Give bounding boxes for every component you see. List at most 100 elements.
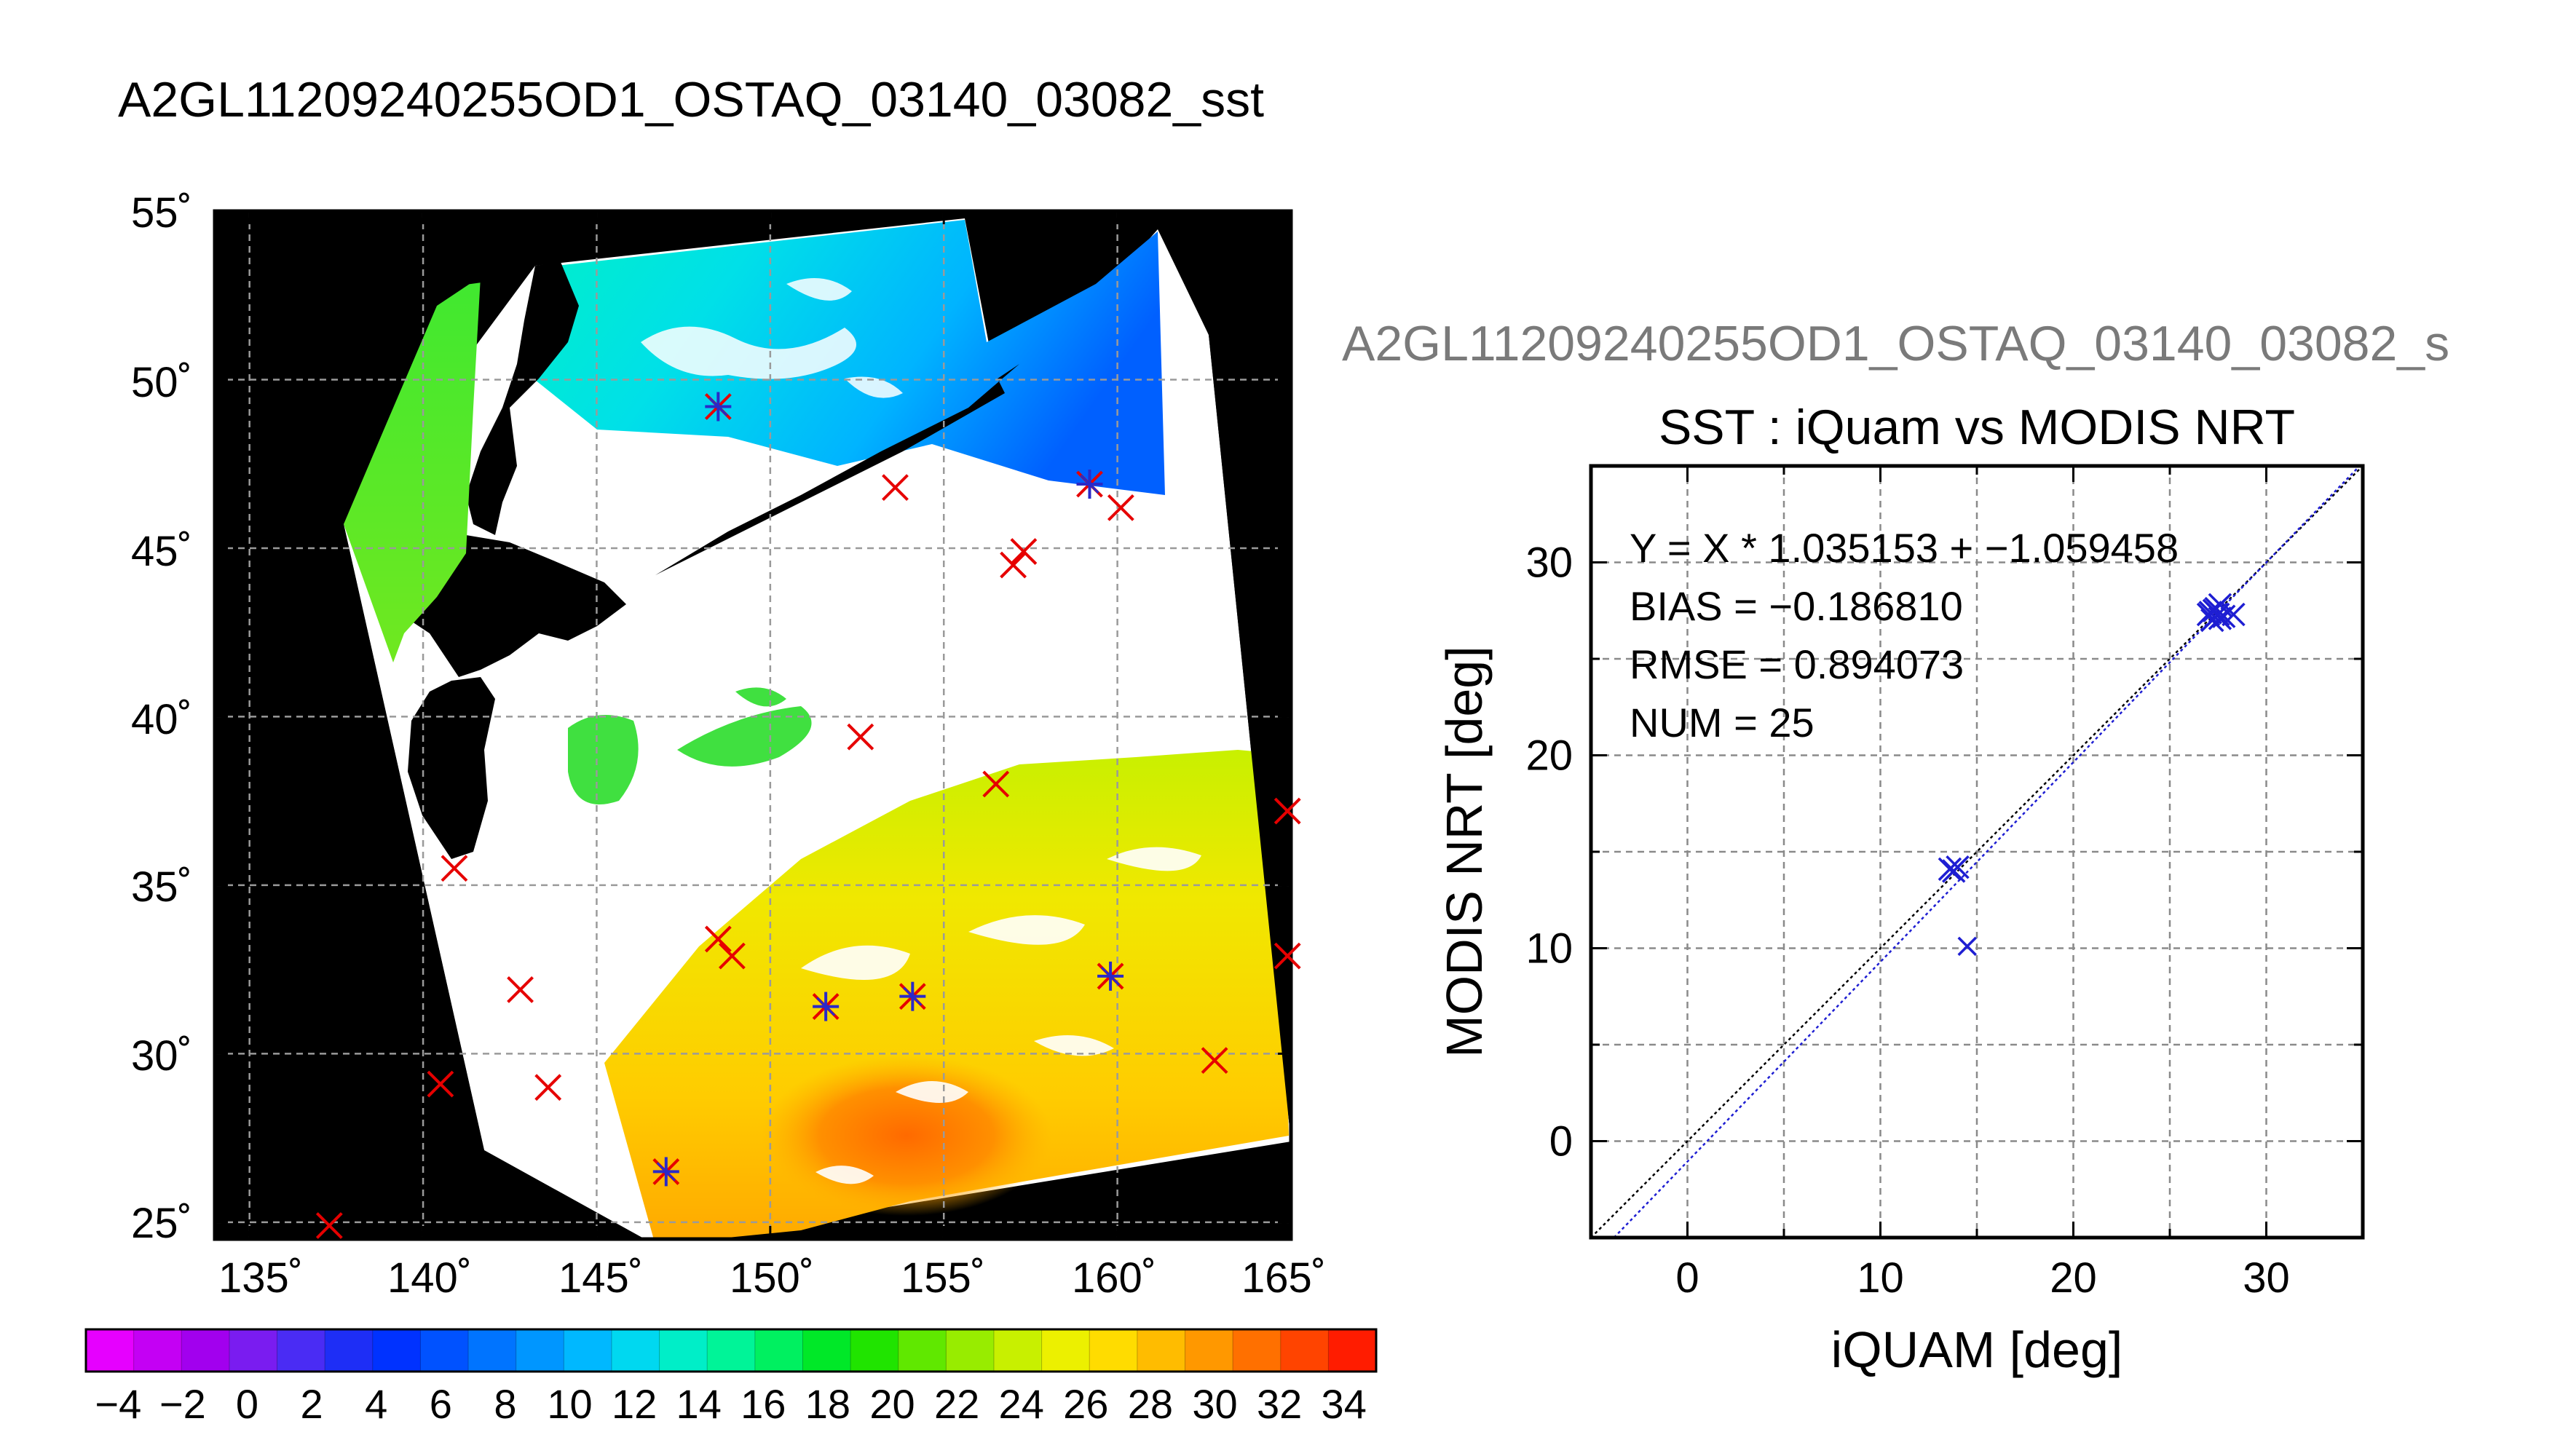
honshu-land — [408, 677, 495, 859]
colorbar-labels: −4 −2 0 2 4 6 8 10 12 14 16 18 20 22 24 26 28 30 32 34 — [95, 1381, 1366, 1427]
scatter-ytick-label: 0 — [1549, 1118, 1573, 1166]
sea-of-japan-region — [344, 277, 481, 662]
scatter-annotation: BIAS = −0.186810 — [1630, 583, 1963, 629]
scatter-point — [1946, 855, 1970, 879]
lat-label: 45˚ — [131, 528, 192, 575]
colorbar-label: 32 — [1257, 1381, 1302, 1427]
colorbar-swatch — [802, 1329, 851, 1372]
lon-label: 155˚ — [901, 1254, 985, 1302]
colorbar-swatch — [754, 1329, 803, 1372]
scatter-point — [2208, 606, 2232, 630]
colorbar-swatch — [1137, 1329, 1185, 1372]
green-patches — [568, 687, 812, 804]
sea-of-japan-black — [215, 211, 535, 524]
outside-swath-south — [215, 524, 645, 1239]
lon-label: 160˚ — [1072, 1254, 1156, 1302]
colorbar-swatch — [516, 1329, 564, 1372]
map-match-marker — [441, 855, 468, 882]
scatter-ytick-label: 30 — [1525, 539, 1573, 587]
map-match-marker — [847, 723, 874, 751]
scatter-point — [2222, 602, 2246, 627]
main-title: A2GL11209240255OD1_OSTAQ_03140_03082_sst — [118, 72, 1264, 127]
map-match-marker — [315, 1212, 343, 1239]
scatter-xtick-label: 20 — [2050, 1254, 2097, 1302]
map-modis-marker — [704, 392, 732, 422]
colorbar-swatch — [1280, 1329, 1329, 1372]
scatter-annotation: Y = X * 1.035153 + −1.059458 — [1630, 525, 2179, 571]
scatter-lines — [1590, 465, 2364, 1238]
sst-map: 55˚ 50˚ 45˚ 40˚ 35˚ 30˚ 25˚ 135˚ 140˚ 14… — [131, 189, 1326, 1302]
colorbar-label: 24 — [999, 1381, 1044, 1427]
colorbar-label: 16 — [741, 1381, 786, 1427]
colorbar-swatch — [181, 1329, 230, 1372]
colorbar-swatch — [1089, 1329, 1138, 1372]
map-match-marker — [1201, 1047, 1228, 1075]
colorbar-swatch — [946, 1329, 995, 1372]
scatter-title: SST : iQuam vs MODIS NRT — [1659, 400, 2295, 455]
lon-label: 145˚ — [558, 1254, 643, 1302]
colorbar-swatch — [611, 1329, 660, 1372]
lat-label: 30˚ — [131, 1032, 192, 1080]
map-modis-marker — [812, 992, 840, 1021]
colorbar-swatch — [564, 1329, 612, 1372]
lon-label: 165˚ — [1241, 1254, 1326, 1302]
colorbar-label: 8 — [494, 1381, 516, 1427]
sakhalin-land — [466, 262, 579, 535]
colorbar-label: 22 — [934, 1381, 979, 1427]
cloud-patches-north — [641, 278, 903, 398]
scatter-point — [1957, 936, 1977, 957]
map-frame — [213, 209, 1293, 1241]
colorbar-frame — [84, 1328, 1378, 1373]
colorbar-swatch — [1041, 1329, 1090, 1372]
colorbar-swatch — [420, 1329, 469, 1372]
colorbar-label: 10 — [547, 1381, 592, 1427]
map-modis-marker — [1097, 961, 1124, 991]
map-match-marker — [704, 925, 732, 953]
scatter-xlabel: iQUAM [deg] — [1831, 1321, 2123, 1378]
map-markers — [315, 392, 1301, 1239]
comparison-scatter: SST : iQuam vs MODIS NRT 0 10 20 300102030 … — [1436, 400, 2365, 1378]
lon-label: 140˚ — [387, 1254, 472, 1302]
colorbar-label: 30 — [1192, 1381, 1237, 1427]
colorbar-swatch — [1233, 1329, 1282, 1372]
scatter-xtick-label: 10 — [1857, 1254, 1904, 1302]
map-match-marker — [1010, 538, 1038, 565]
outside-swath-east — [1158, 218, 1291, 1142]
colorbar-swatch — [86, 1329, 135, 1372]
colorbar-swatch — [659, 1329, 708, 1372]
map-match-marker — [1107, 494, 1134, 521]
colorbar-label: 2 — [301, 1381, 323, 1427]
map-match-marker — [1273, 942, 1301, 970]
colorbar-label: 4 — [365, 1381, 387, 1427]
scatter-ytick-label: 20 — [1525, 732, 1573, 780]
colorbar-swatch — [133, 1329, 182, 1372]
map-match-marker — [1000, 551, 1027, 579]
colorbar-swatch — [277, 1329, 325, 1372]
colorbar: −4 −2 0 2 4 6 8 10 12 14 16 18 20 22 24 26 28 30 32 34 — [84, 1328, 1378, 1427]
lon-label: 135˚ — [218, 1254, 303, 1302]
scatter-points — [1938, 593, 2246, 957]
lat-label: 50˚ — [131, 359, 192, 406]
map-match-marker — [982, 770, 1010, 798]
colorbar-swatch — [325, 1329, 374, 1372]
map-modis-marker — [652, 1157, 680, 1187]
map-modis-marker — [1076, 469, 1103, 499]
colorbar-swatch — [707, 1329, 756, 1372]
lat-label: 55˚ — [131, 189, 192, 237]
colorbar-swatches — [86, 1329, 1377, 1372]
colorbar-label: −4 — [95, 1381, 141, 1427]
map-modis-marker — [899, 981, 926, 1011]
colorbar-swatch — [993, 1329, 1043, 1372]
map-match-marker — [507, 976, 534, 1003]
lat-label: 40˚ — [131, 696, 192, 743]
scatter-xtick-label: 30 — [2243, 1254, 2290, 1302]
map-match-marker — [1273, 797, 1301, 825]
colorbar-label: 12 — [612, 1381, 657, 1427]
map-match-marker — [534, 1074, 562, 1101]
hot-spot-region — [761, 1056, 1052, 1216]
colorbar-label: 6 — [430, 1381, 452, 1427]
scatter-point — [2211, 604, 2236, 628]
colorbar-label: −2 — [159, 1381, 206, 1427]
colorbar-swatch — [850, 1329, 899, 1372]
